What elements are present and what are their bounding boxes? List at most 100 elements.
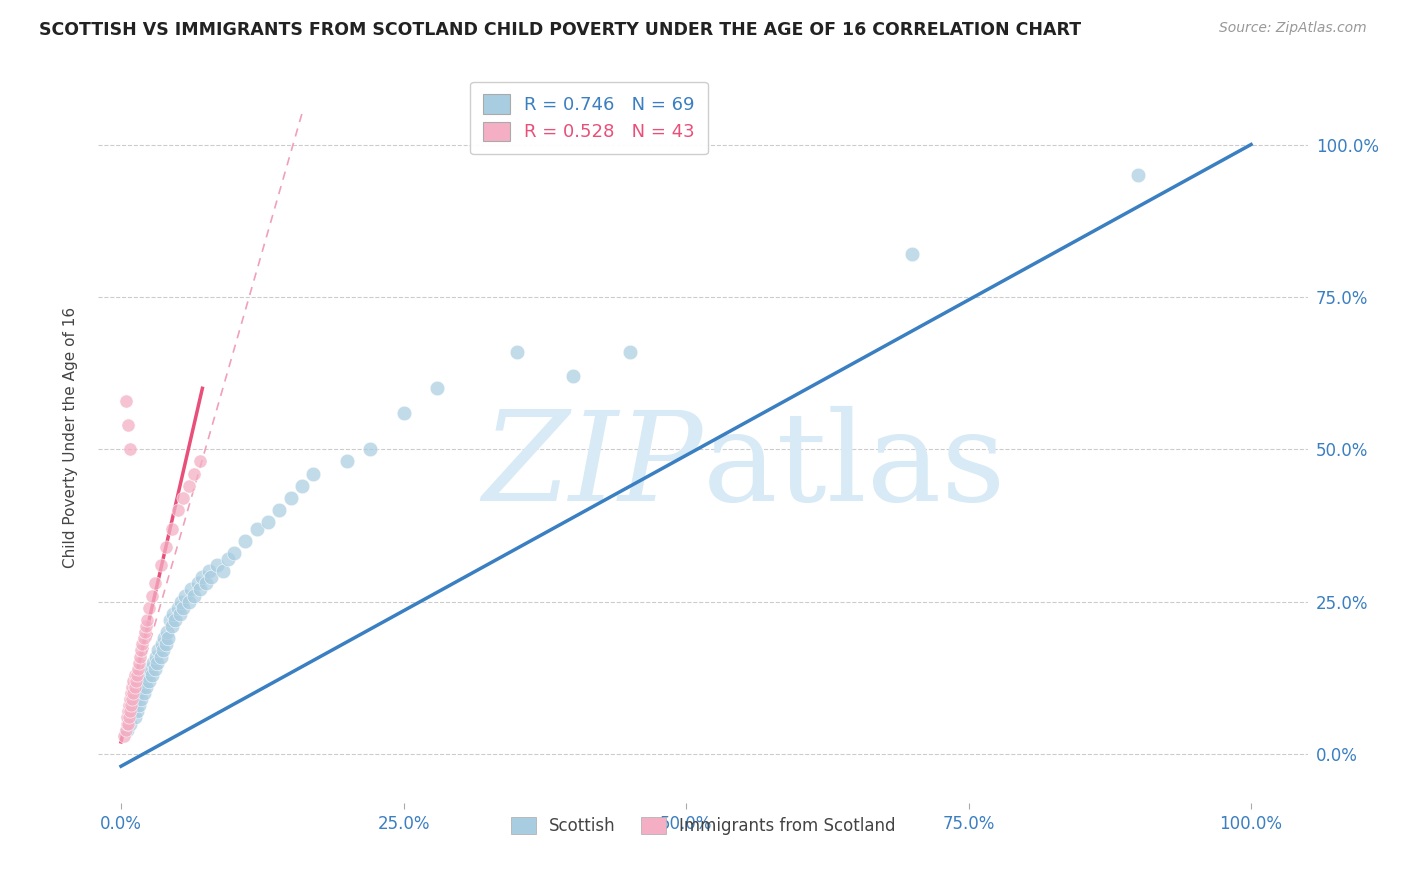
Point: [170, 594, 193, 608]
Point: [114, 393, 136, 408]
Point: [146, 656, 169, 670]
Point: [165, 613, 187, 627]
Point: [120, 705, 142, 719]
Point: [1126, 168, 1149, 182]
Point: [200, 570, 222, 584]
Point: [194, 576, 217, 591]
Point: [291, 479, 314, 493]
Point: [188, 454, 211, 468]
Point: [160, 619, 183, 633]
Point: [172, 600, 194, 615]
Point: [183, 589, 205, 603]
Point: [141, 667, 163, 681]
Y-axis label: Child Poverty Under the Age of 16: Child Poverty Under the Age of 16: [63, 307, 77, 567]
Point: [156, 625, 179, 640]
Point: [135, 680, 157, 694]
Point: [124, 710, 146, 724]
Text: SCOTTISH VS IMMIGRANTS FROM SCOTLAND CHILD POVERTY UNDER THE AGE OF 16 CORRELATI: SCOTTISH VS IMMIGRANTS FROM SCOTLAND CHI…: [39, 21, 1081, 39]
Point: [122, 698, 145, 713]
Point: [172, 491, 194, 505]
Point: [155, 540, 177, 554]
Point: [138, 673, 160, 688]
Point: [118, 698, 141, 713]
Point: [115, 716, 138, 731]
Point: [157, 632, 180, 646]
Point: [392, 406, 415, 420]
Point: [183, 467, 205, 481]
Text: Source: ZipAtlas.com: Source: ZipAtlas.com: [1219, 21, 1367, 36]
Point: [127, 662, 149, 676]
Point: [142, 656, 165, 670]
Point: [166, 503, 188, 517]
Point: [131, 680, 153, 694]
Point: [121, 680, 143, 694]
Point: [188, 582, 211, 597]
Point: [131, 643, 153, 657]
Point: [619, 344, 641, 359]
Point: [246, 521, 269, 535]
Point: [138, 600, 160, 615]
Point: [145, 649, 167, 664]
Text: ZIP: ZIP: [482, 406, 703, 527]
Point: [143, 576, 166, 591]
Point: [128, 656, 150, 670]
Point: [139, 662, 162, 676]
Point: [562, 369, 585, 384]
Point: [121, 705, 143, 719]
Point: [127, 686, 149, 700]
Point: [128, 698, 150, 713]
Point: [134, 673, 156, 688]
Point: [115, 723, 138, 737]
Point: [198, 564, 221, 578]
Point: [120, 692, 142, 706]
Point: [280, 491, 302, 505]
Point: [136, 613, 159, 627]
Point: [120, 442, 142, 457]
Point: [117, 716, 139, 731]
Point: [117, 705, 139, 719]
Point: [136, 667, 159, 681]
Point: [143, 662, 166, 676]
Point: [120, 698, 142, 713]
Point: [217, 552, 239, 566]
Point: [191, 570, 214, 584]
Point: [149, 649, 172, 664]
Point: [169, 607, 191, 621]
Point: [174, 589, 197, 603]
Point: [121, 692, 143, 706]
Point: [135, 619, 157, 633]
Point: [132, 686, 155, 700]
Point: [233, 533, 256, 548]
Legend: Scottish, Immigrants from Scotland: Scottish, Immigrants from Scotland: [503, 811, 903, 842]
Point: [426, 381, 449, 395]
Point: [125, 692, 148, 706]
Point: [122, 673, 145, 688]
Point: [115, 710, 138, 724]
Point: [132, 632, 155, 646]
Point: [211, 564, 233, 578]
Point: [124, 667, 146, 681]
Point: [124, 680, 146, 694]
Point: [152, 643, 174, 657]
Point: [131, 637, 153, 651]
Point: [359, 442, 381, 457]
Point: [166, 600, 188, 615]
Point: [302, 467, 325, 481]
Point: [155, 637, 177, 651]
Text: atlas: atlas: [703, 406, 1007, 527]
Point: [160, 521, 183, 535]
Point: [120, 686, 142, 700]
Point: [153, 632, 176, 646]
Point: [125, 673, 148, 688]
Point: [112, 729, 135, 743]
Point: [148, 643, 170, 657]
Point: [125, 667, 148, 681]
Point: [162, 607, 184, 621]
Point: [117, 417, 139, 432]
Point: [118, 710, 141, 724]
Point: [131, 692, 153, 706]
Point: [222, 546, 245, 560]
Point: [149, 558, 172, 573]
Point: [180, 582, 202, 597]
Point: [134, 625, 156, 640]
